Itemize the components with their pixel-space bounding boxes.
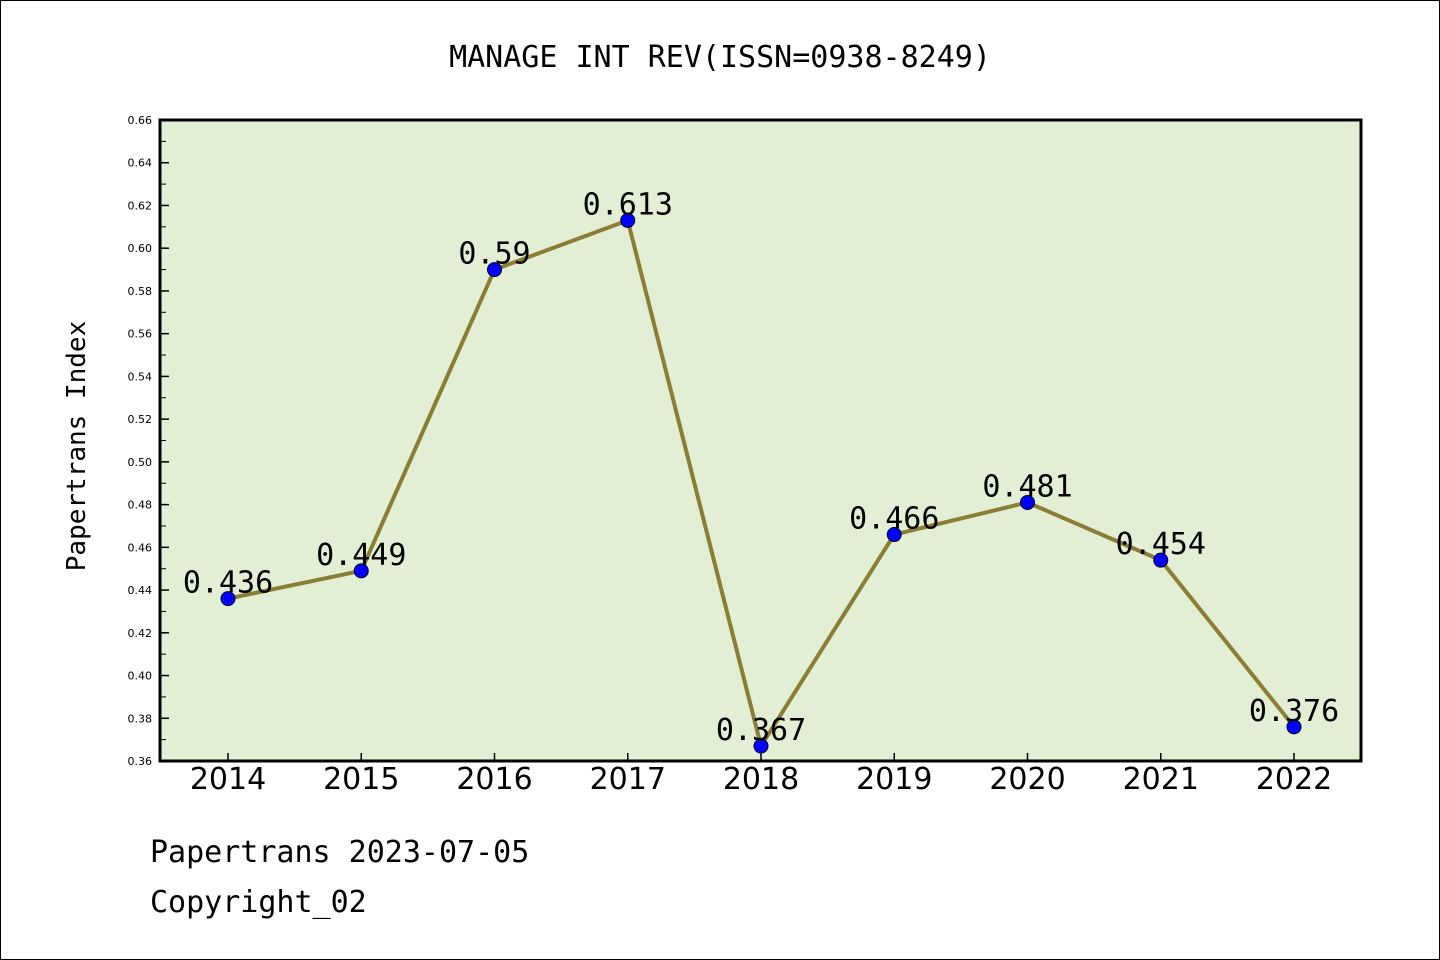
data-label: 0.376 (1249, 694, 1339, 729)
series-group: 0.436 0.449 0.59 0.613 0.367 0.466 0.481 0.454 0… (183, 187, 1339, 754)
y-tick-label: 0.64 (128, 157, 153, 170)
y-tick-label: 0.44 (128, 584, 153, 597)
data-label: 0.449 (316, 538, 406, 573)
x-axis: 2014 2015 2016 2017 2018 2019 2020 2021 2022 (190, 753, 1332, 797)
y-tick-label: 0.46 (128, 541, 153, 554)
y-tick-label: 0.62 (128, 199, 153, 212)
data-point (1286, 719, 1302, 735)
x-tick-label: 2021 (1123, 762, 1199, 797)
x-tick-label: 2016 (456, 762, 532, 797)
data-point (1153, 552, 1169, 568)
x-tick-label: 2019 (856, 762, 932, 797)
data-point (220, 591, 236, 607)
y-axis: 0.36 0.38 0.40 0.42 0.44 0.46 0.48 0.50 0.52 0.54… (128, 114, 169, 768)
data-label: 0.454 (1116, 527, 1206, 562)
data-point (487, 262, 502, 278)
x-tick-label: 2015 (323, 762, 399, 797)
y-tick-label: 0.58 (128, 285, 153, 298)
y-tick-label: 0.38 (128, 712, 153, 725)
data-label: 0.613 (583, 187, 673, 222)
data-point (353, 563, 369, 579)
y-tick-label: 0.50 (128, 456, 153, 469)
data-label: 0.367 (716, 713, 806, 748)
y-tick-label: 0.54 (128, 370, 153, 383)
data-label: 0.466 (849, 502, 939, 537)
y-tick-label: 0.52 (128, 413, 153, 426)
y-tick-label: 0.48 (128, 499, 153, 512)
y-tick-label: 0.40 (128, 670, 153, 683)
data-label: 0.436 (183, 566, 273, 601)
y-axis-label: Papertrans Index (62, 321, 92, 571)
x-tick-label: 2020 (989, 762, 1065, 797)
footer-copyright: Copyright_02 (150, 885, 367, 920)
data-label: 0.481 (982, 469, 1072, 504)
plot-area (158, 118, 1363, 763)
y-tick-label: 0.66 (128, 114, 153, 127)
y-tick-label: 0.36 (128, 755, 153, 768)
chart-title: MANAGE INT REV(ISSN=0938-8249) (449, 40, 991, 75)
y-tick-label: 0.42 (128, 627, 153, 640)
data-label: 0.59 (458, 237, 530, 272)
x-tick-label: 2018 (723, 762, 799, 797)
x-tick-label: 2014 (190, 762, 266, 797)
x-tick-label: 2017 (590, 762, 666, 797)
data-point (753, 738, 769, 754)
data-point (1020, 494, 1035, 510)
y-tick-label: 0.56 (128, 328, 153, 341)
data-point (886, 527, 902, 543)
y-tick-label: 0.60 (128, 242, 153, 255)
footer-date: Papertrans 2023-07-05 (150, 835, 530, 870)
data-point (620, 212, 636, 228)
x-tick-label: 2022 (1256, 762, 1332, 797)
